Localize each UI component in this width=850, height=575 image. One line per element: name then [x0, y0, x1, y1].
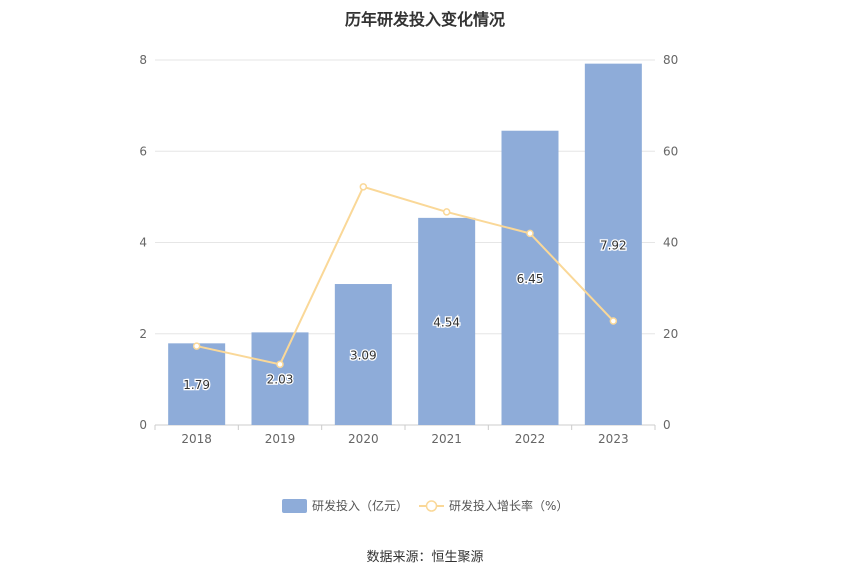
x-tick-label: 2018 — [181, 432, 212, 446]
bar-value-label: 2.03 — [267, 373, 294, 387]
legend-point-swatch — [425, 500, 438, 512]
legend-bar-swatch — [282, 499, 307, 513]
bar-value-label: 6.45 — [517, 272, 544, 286]
x-tick-label: 2021 — [431, 432, 462, 446]
bar-value-label: 7.92 — [600, 238, 627, 252]
y-right-tick-label: 60 — [663, 144, 678, 158]
bar[interactable] — [418, 217, 476, 425]
x-tick-label: 2020 — [348, 432, 379, 446]
y-right-tick-label: 40 — [663, 236, 678, 250]
line-point[interactable] — [276, 360, 284, 369]
bar[interactable] — [168, 343, 226, 425]
x-tick-label: 2023 — [598, 432, 629, 446]
x-tick-label: 2022 — [515, 432, 546, 446]
y-left-tick-label: 0 — [139, 418, 147, 432]
bar-series — [168, 63, 642, 426]
y-left-tick-label: 6 — [139, 144, 147, 158]
line-point[interactable] — [526, 229, 534, 238]
line-point[interactable] — [609, 317, 618, 325]
y-left-tick-label: 4 — [139, 236, 147, 250]
line-point[interactable] — [442, 208, 451, 216]
y-right-tick-label: 80 — [663, 53, 678, 67]
bar-value-label: 3.09 — [350, 349, 377, 363]
bar[interactable] — [584, 63, 642, 426]
growth-line — [196, 185, 615, 366]
chart-title: 历年研发投入变化情况 — [344, 10, 505, 29]
legend-item-line[interactable]: 研发投入增长率（%） — [419, 498, 568, 513]
x-tick-label: 2019 — [265, 432, 296, 446]
legend[interactable]: 研发投入（亿元） 研发投入增长率（%） — [282, 498, 568, 513]
source-note: 数据来源：恒生聚源 — [366, 550, 484, 565]
y-left-tick-label: 8 — [139, 53, 147, 67]
bar[interactable] — [334, 284, 392, 425]
y-left-tick-label: 2 — [139, 327, 147, 341]
bar[interactable] — [251, 332, 309, 425]
line-point[interactable] — [192, 342, 201, 350]
grid-lines — [155, 59, 655, 335]
bar-value-label: 1.79 — [183, 378, 210, 392]
bar[interactable] — [501, 130, 559, 425]
legend-item-bar[interactable]: 研发投入（亿元） — [282, 498, 408, 513]
line-series — [192, 183, 618, 369]
y-right-tick-label: 20 — [663, 327, 678, 341]
legend-label: 研发投入（亿元） — [312, 498, 408, 513]
y-right-tick-label: 0 — [663, 418, 671, 432]
bar-value-label: 4.54 — [433, 315, 460, 329]
data-labels: 1.79 2.03 3.09 4.54 6.45 7.92 — [182, 237, 628, 393]
legend-label: 研发投入增长率（%） — [449, 498, 568, 513]
line-point[interactable] — [359, 183, 368, 191]
